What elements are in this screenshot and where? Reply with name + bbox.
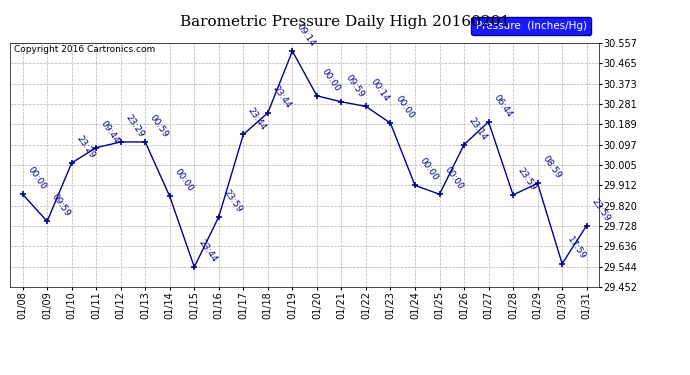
Text: 00:00: 00:00 [393,94,415,120]
Text: 23:29: 23:29 [75,134,97,160]
Text: Copyright 2016 Cartronics.com: Copyright 2016 Cartronics.com [14,45,155,54]
Text: 00:00: 00:00 [26,165,48,192]
Text: 23:44: 23:44 [246,106,268,132]
Text: 23:59: 23:59 [221,188,244,214]
Text: 00:14: 00:14 [368,77,391,104]
Text: 09:59: 09:59 [344,73,366,99]
Text: 09:59: 09:59 [50,192,72,219]
Text: 23:14: 23:14 [467,116,489,142]
Text: 00:59: 00:59 [148,113,170,139]
Text: 17:59: 17:59 [565,235,587,261]
Text: 23:29: 23:29 [124,113,146,139]
Text: 23:44: 23:44 [270,84,293,110]
Text: 23:59: 23:59 [516,166,538,192]
Text: 08:59: 08:59 [540,154,562,181]
Text: 00:00: 00:00 [319,67,342,93]
Text: 09:44: 09:44 [99,119,121,145]
Text: Barometric Pressure Daily High 20160201: Barometric Pressure Daily High 20160201 [180,15,510,29]
Text: 06:44: 06:44 [491,93,513,119]
Text: 00:00: 00:00 [172,167,195,194]
Text: 00:00: 00:00 [442,165,464,192]
Text: 09:14: 09:14 [295,22,317,48]
Legend: Pressure  (Inches/Hg): Pressure (Inches/Hg) [471,16,591,35]
Text: 23:59: 23:59 [589,196,611,223]
Text: 00:00: 00:00 [417,156,440,183]
Text: 23:44: 23:44 [197,238,219,264]
